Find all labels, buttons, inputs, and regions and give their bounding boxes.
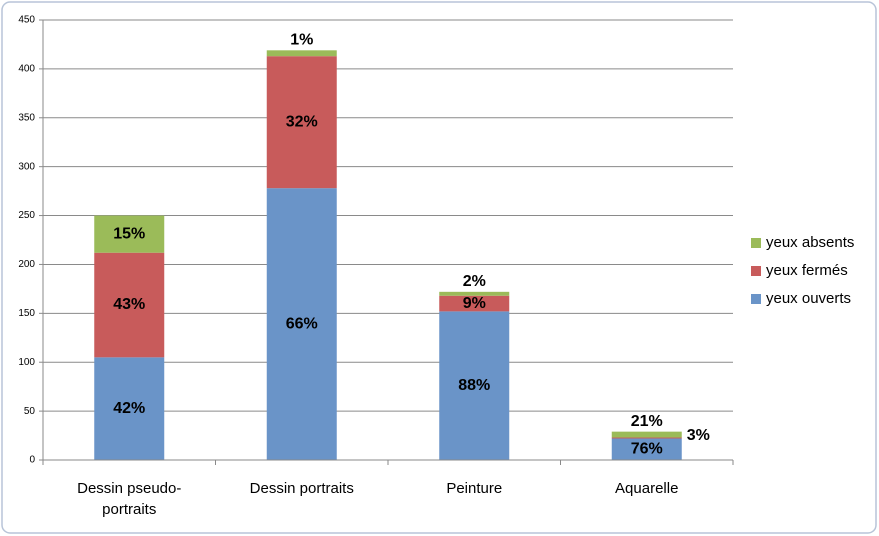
y-tick-label: 400: [18, 64, 35, 75]
bar-segment: [266, 188, 337, 460]
data-label: 9%: [463, 295, 486, 312]
y-tick-label: 0: [29, 455, 35, 466]
bar-segment: [611, 438, 682, 460]
bar-segment: [94, 252, 165, 358]
data-label: 32%: [286, 113, 318, 130]
y-tick-label: 250: [18, 210, 35, 221]
legend-swatch: [751, 238, 761, 248]
y-tick-label: 200: [18, 259, 35, 270]
bar-segment: [611, 437, 682, 439]
bar-segment: [439, 311, 510, 460]
legend-swatch: [751, 294, 761, 304]
bar-segment: [439, 291, 510, 296]
y-tick-label: 150: [18, 308, 35, 319]
bar-segment: [439, 295, 510, 312]
legend-label: yeux ouverts: [766, 290, 851, 307]
data-label: 21%: [631, 413, 663, 430]
data-label: 43%: [113, 296, 145, 313]
data-label: 15%: [113, 225, 145, 242]
x-tick-label: Dessin pseudo-portraits: [77, 480, 182, 518]
data-label: 2%: [463, 273, 486, 290]
legend-swatch: [751, 266, 761, 276]
y-tick-label: 100: [18, 357, 35, 368]
bar-segment: [266, 50, 337, 57]
data-label: 1%: [290, 32, 313, 49]
y-tick-label: 350: [18, 112, 35, 123]
x-tick-label: Aquarelle: [615, 480, 679, 497]
data-label: 66%: [286, 315, 318, 332]
bar-segment: [94, 357, 165, 460]
legend-label: yeux absents: [766, 234, 854, 251]
data-label: 76%: [631, 440, 663, 457]
y-tick-label: 300: [18, 161, 35, 172]
y-tick-label: 50: [24, 406, 36, 417]
x-tick-label: Dessin portraits: [249, 480, 354, 497]
bar-segment: [266, 56, 337, 189]
data-label: 88%: [458, 377, 490, 394]
y-tick-label: 450: [18, 15, 35, 26]
bar-segment: [611, 431, 682, 438]
data-label: 3%: [687, 427, 710, 444]
x-tick-label: Peinture: [446, 480, 503, 497]
bar-segment: [94, 215, 165, 253]
legend-label: yeux fermés: [766, 262, 848, 279]
data-label: 42%: [113, 400, 145, 417]
